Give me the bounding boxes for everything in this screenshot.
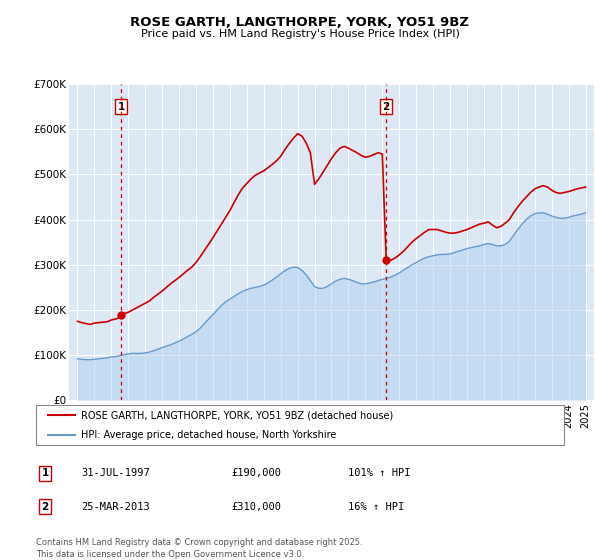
- Text: £190,000: £190,000: [231, 468, 281, 478]
- Text: Price paid vs. HM Land Registry's House Price Index (HPI): Price paid vs. HM Land Registry's House …: [140, 29, 460, 39]
- Text: 31-JUL-1997: 31-JUL-1997: [81, 468, 150, 478]
- Text: 16% ↑ HPI: 16% ↑ HPI: [348, 502, 404, 512]
- Text: 101% ↑ HPI: 101% ↑ HPI: [348, 468, 410, 478]
- Text: 25-MAR-2013: 25-MAR-2013: [81, 502, 150, 512]
- Text: 1: 1: [41, 468, 49, 478]
- Text: HPI: Average price, detached house, North Yorkshire: HPI: Average price, detached house, Nort…: [81, 430, 336, 440]
- Text: ROSE GARTH, LANGTHORPE, YORK, YO51 9BZ: ROSE GARTH, LANGTHORPE, YORK, YO51 9BZ: [131, 16, 470, 29]
- Text: 1: 1: [118, 101, 125, 111]
- Text: 2: 2: [383, 101, 390, 111]
- Text: ROSE GARTH, LANGTHORPE, YORK, YO51 9BZ (detached house): ROSE GARTH, LANGTHORPE, YORK, YO51 9BZ (…: [81, 410, 393, 421]
- Text: Contains HM Land Registry data © Crown copyright and database right 2025.
This d: Contains HM Land Registry data © Crown c…: [36, 538, 362, 559]
- Text: £310,000: £310,000: [231, 502, 281, 512]
- FancyBboxPatch shape: [36, 405, 564, 445]
- Text: 2: 2: [41, 502, 49, 512]
